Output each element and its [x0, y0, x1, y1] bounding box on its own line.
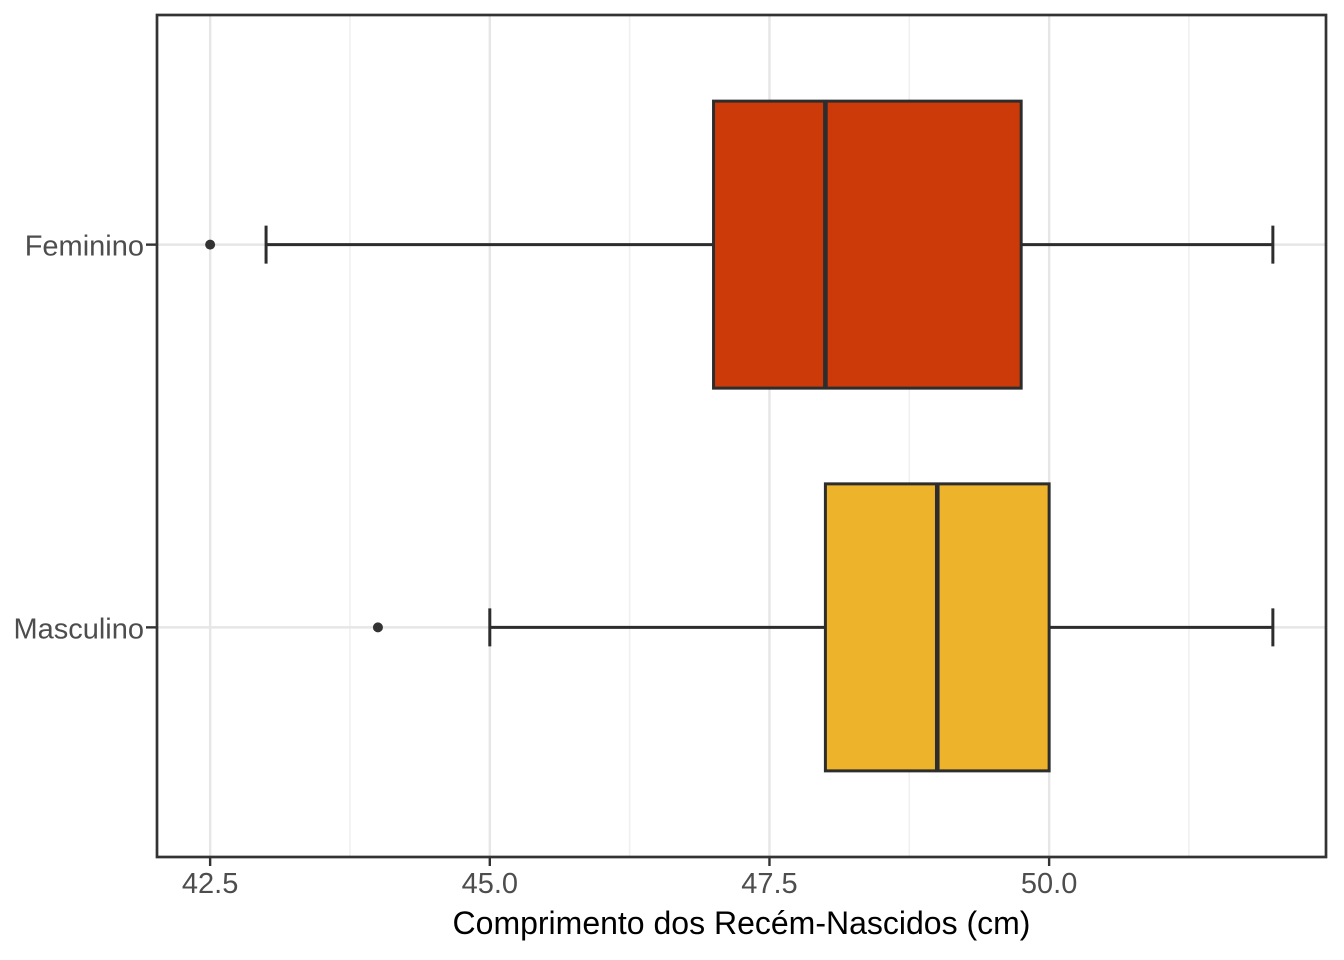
y-axis-label-masculino: Masculino — [13, 613, 144, 645]
boxplot-feminino-outlier-point — [205, 239, 216, 250]
boxplot-feminino-box — [712, 99, 1023, 390]
x-axis-tick-label: 47.5 — [741, 868, 797, 900]
panel-border — [155, 13, 1328, 859]
boxplot-masculino-outlier-point — [372, 622, 383, 633]
x-axis-tick-label: 45.0 — [462, 868, 518, 900]
x-axis-tick-label: 50.0 — [1021, 868, 1077, 900]
y-axis-label-feminino: Feminino — [25, 231, 144, 263]
x-axis-title: Comprimento dos Recém-Nascidos (cm) — [452, 905, 1031, 941]
x-axis-tick-label: 42.5 — [182, 868, 238, 900]
